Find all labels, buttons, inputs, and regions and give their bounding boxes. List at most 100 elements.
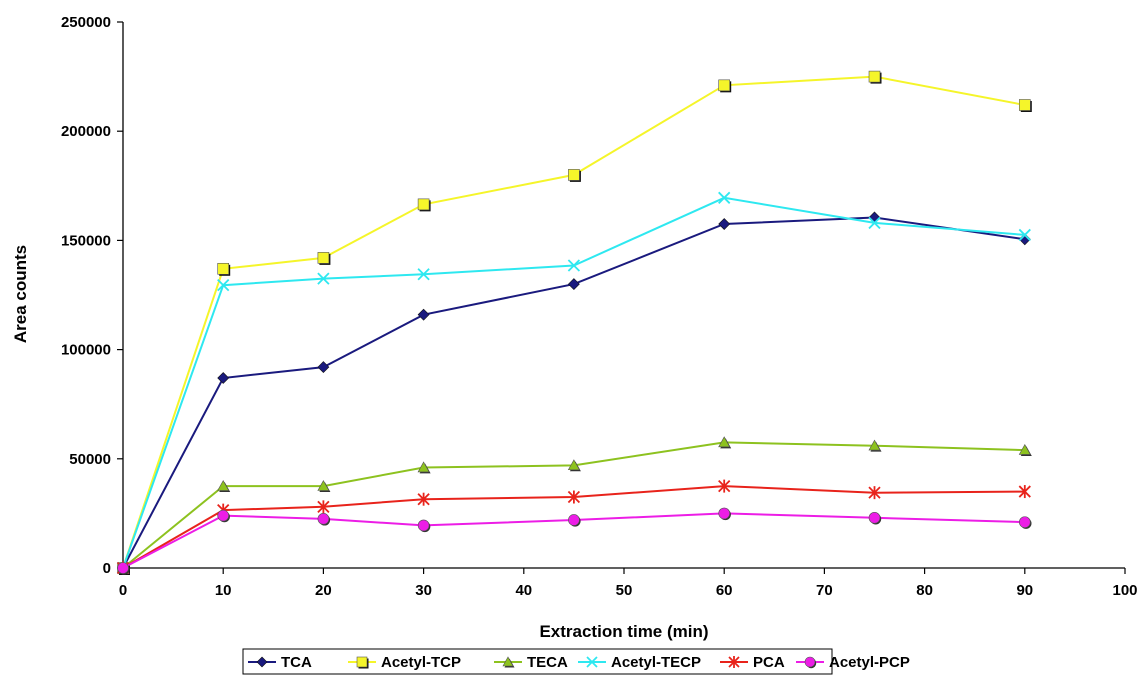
triangle-marker	[317, 479, 330, 491]
data-point	[417, 268, 430, 281]
y-tick-label: 200000	[61, 123, 111, 140]
data-point	[868, 70, 882, 84]
square-marker	[868, 70, 881, 83]
data-point	[317, 479, 331, 492]
legend-label: PCA	[753, 654, 785, 671]
series-acetyl-pcp	[117, 507, 1032, 575]
circle-marker	[868, 511, 881, 524]
circle-marker	[1019, 516, 1031, 528]
x-tick-label: 100	[1112, 582, 1137, 599]
legend-label: TCA	[281, 654, 312, 671]
triangle-marker	[417, 461, 430, 473]
legend-entry: Acetyl-TCP	[348, 654, 461, 671]
legend: TCA Acetyl-TCP TECA Acetyl-TECP PCA Acetyl-PC…	[242, 648, 910, 675]
square-marker	[317, 252, 330, 264]
data-point	[718, 479, 731, 493]
diamond-marker	[317, 361, 330, 373]
diamond-marker	[217, 372, 230, 384]
data-point	[217, 509, 230, 523]
x-marker-stroke	[567, 259, 581, 272]
x-tick-label: 30	[415, 582, 432, 599]
legend-entry: Acetyl-TECP	[578, 654, 701, 671]
x-marker-stroke	[718, 191, 731, 204]
data-point	[567, 259, 581, 272]
circle-marker	[117, 562, 129, 574]
x-marker-stroke	[586, 656, 598, 668]
data-point	[217, 479, 231, 492]
data-point	[317, 500, 330, 514]
series-line	[122, 196, 1025, 569]
legend-label: Acetyl-PCP	[829, 654, 910, 671]
series-teca	[116, 436, 1032, 574]
data-point	[567, 459, 581, 472]
data-point	[568, 169, 581, 182]
x-marker-stroke	[1018, 228, 1031, 242]
data-point	[1018, 443, 1032, 456]
data-point	[1018, 99, 1032, 112]
x-tick-label: 20	[315, 582, 332, 599]
legend-entry: Acetyl-PCP	[796, 654, 910, 671]
x-marker-stroke	[217, 279, 230, 292]
legend-entry: PCA	[720, 654, 785, 671]
circle-marker	[317, 513, 330, 525]
square-marker	[217, 262, 229, 275]
data-point	[868, 486, 881, 500]
x-tick-label: 60	[716, 582, 733, 599]
triangle-marker	[502, 656, 514, 667]
x-tick-label: 70	[816, 582, 833, 599]
circle-marker	[417, 519, 430, 532]
y-axis-title: Area counts	[11, 245, 30, 343]
triangle-marker	[1018, 443, 1031, 455]
triangle-marker	[567, 459, 580, 471]
data-point	[117, 562, 130, 575]
data-point	[718, 507, 731, 521]
series-layer	[116, 70, 1032, 575]
data-point	[718, 218, 731, 230]
circle-marker	[804, 656, 816, 668]
series-line	[122, 75, 1025, 569]
x-axis-ticks: 0 10 20 30 40 50 60 70 80 90 100	[119, 568, 1138, 599]
circle-marker	[718, 507, 731, 520]
data-point	[217, 279, 230, 292]
data-point	[718, 79, 732, 93]
diamond-marker	[256, 656, 268, 668]
data-point	[567, 490, 581, 504]
y-tick-label: 150000	[61, 232, 111, 249]
diamond-marker	[718, 218, 731, 230]
y-axis-ticks: 0 50000 100000 150000 200000 250000	[61, 14, 123, 577]
data-point	[217, 372, 230, 384]
data-point	[567, 278, 580, 291]
x-tick-label: 80	[916, 582, 933, 599]
square-marker	[718, 79, 731, 92]
data-point	[868, 216, 881, 230]
data-point	[718, 436, 732, 449]
x-tick-label: 10	[215, 582, 232, 599]
data-point	[317, 272, 330, 285]
diamond-marker	[567, 278, 580, 291]
legend-entry: TCA	[248, 654, 312, 671]
series-pca	[116, 479, 1031, 575]
legend-entry: TECA	[494, 654, 568, 671]
triangle-marker	[718, 436, 731, 448]
series-line	[122, 441, 1025, 569]
data-point	[718, 191, 731, 204]
data-point	[1018, 228, 1031, 242]
y-tick-label: 50000	[69, 451, 111, 468]
series-line	[122, 512, 1025, 569]
x-tick-label: 90	[1016, 582, 1033, 599]
data-point	[217, 262, 231, 276]
data-point	[417, 461, 431, 474]
x-tick-label: 40	[515, 582, 532, 599]
data-point	[317, 361, 330, 373]
data-point	[417, 492, 430, 506]
y-tick-label: 100000	[61, 342, 111, 359]
circle-marker	[217, 509, 229, 522]
diamond-marker	[417, 308, 430, 321]
data-point	[417, 308, 430, 321]
legend-label: Acetyl-TECP	[611, 654, 701, 671]
triangle-marker	[868, 439, 881, 451]
data-point	[1018, 485, 1031, 499]
square-marker	[356, 656, 368, 668]
data-point	[317, 513, 331, 526]
